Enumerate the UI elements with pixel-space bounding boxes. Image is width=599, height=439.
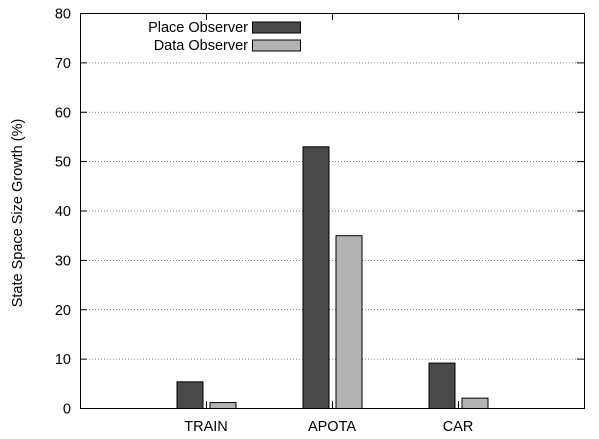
y-tick-label: 80 — [55, 7, 71, 23]
y-tick-label: 40 — [55, 204, 71, 220]
bar-data-observer — [461, 397, 489, 410]
legend: Place Observer Data Observer — [148, 20, 301, 54]
bar-place-observer — [428, 362, 456, 410]
x-tick-label: CAR — [443, 419, 474, 435]
axes — [80, 13, 585, 409]
x-tick-labels: TRAIN APOTA CAR — [184, 419, 473, 435]
bar-data-observer — [335, 235, 363, 409]
legend-label: Place Observer — [148, 20, 248, 36]
y-tick-label: 10 — [55, 352, 71, 368]
x-tick-label: APOTA — [308, 419, 356, 435]
x-tick-label: TRAIN — [184, 419, 228, 435]
legend-label: Data Observer — [154, 38, 248, 54]
y-tick-label: 60 — [55, 105, 71, 121]
bar-place-observer — [302, 146, 330, 409]
legend-swatch — [252, 39, 301, 52]
bar-place-observer — [176, 381, 204, 409]
y-tick-label: 30 — [55, 253, 71, 269]
y-tick-label: 70 — [55, 56, 71, 72]
y-tick-label: 20 — [55, 303, 71, 319]
y-axis-label: State Space Size Growth (%) — [10, 119, 26, 308]
y-tick-labels: 0 10 20 30 40 50 60 70 80 — [55, 7, 71, 418]
bars — [176, 146, 489, 410]
bar-data-observer — [209, 402, 237, 410]
grid-lines — [80, 62, 584, 360]
y-tick-label: 0 — [63, 402, 71, 418]
y-tick-label: 50 — [55, 155, 71, 171]
legend-swatch — [252, 21, 301, 34]
